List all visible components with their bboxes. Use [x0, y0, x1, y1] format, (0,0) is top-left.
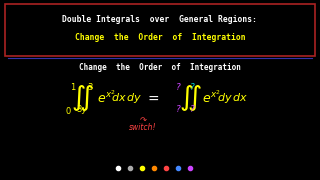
- Text: $dx\,dy$: $dx\,dy$: [111, 91, 143, 105]
- Text: Double Integrals  over  General Regions:: Double Integrals over General Regions:: [62, 15, 258, 24]
- Text: Change  the  Order  of  Integration: Change the Order of Integration: [75, 33, 245, 42]
- Text: ?: ?: [190, 105, 194, 114]
- Text: $3$: $3$: [87, 82, 93, 93]
- Text: $=$: $=$: [145, 91, 159, 105]
- Text: ?: ?: [176, 82, 180, 91]
- Text: $\int\!\!\int$: $\int\!\!\int$: [179, 83, 201, 113]
- Text: $e^{x^2}$: $e^{x^2}$: [203, 90, 221, 106]
- Text: $1$: $1$: [70, 82, 76, 93]
- Text: $\curvearrowright$: $\curvearrowright$: [138, 114, 148, 123]
- Text: $\int\!\!\int$: $\int\!\!\int$: [71, 83, 93, 113]
- Text: $e^{x^2}$: $e^{x^2}$: [97, 90, 116, 106]
- Text: $0$: $0$: [65, 105, 71, 116]
- Text: switch!: switch!: [129, 123, 157, 132]
- Text: Change  the  Order  of  Integration: Change the Order of Integration: [79, 64, 241, 73]
- Text: ?: ?: [190, 82, 194, 91]
- Text: ?: ?: [176, 105, 180, 114]
- Text: $dy\,dx$: $dy\,dx$: [217, 91, 249, 105]
- Text: $3y$: $3y$: [76, 103, 88, 116]
